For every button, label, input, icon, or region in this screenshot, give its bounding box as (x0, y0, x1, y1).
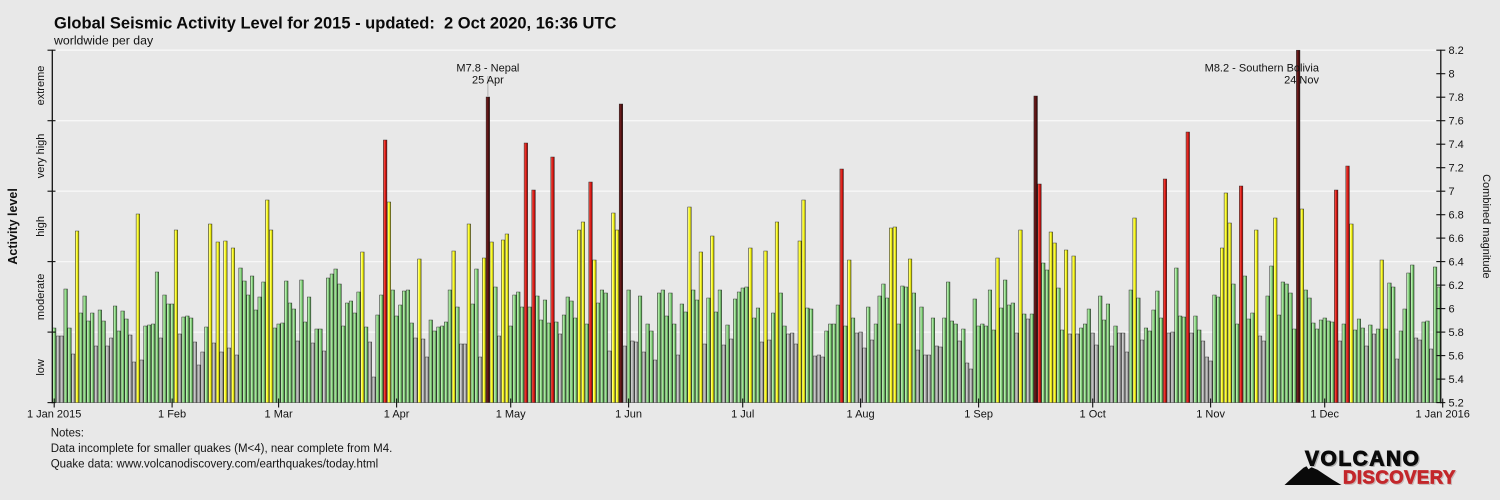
svg-text:1 Nov: 1 Nov (1196, 409, 1225, 421)
svg-text:VOLCANO: VOLCANO (1306, 449, 1422, 472)
svg-text:M7.8 - Nepal: M7.8 - Nepal (456, 63, 519, 75)
svg-text:Combined magnitude: Combined magnitude (1480, 174, 1492, 279)
svg-text:1 Jul: 1 Jul (731, 409, 754, 421)
svg-text:DISCOVERY: DISCOVERY (1343, 467, 1456, 488)
svg-text:Data incomplete for smaller qu: Data incomplete for smaller quakes (M<4)… (51, 443, 393, 455)
svg-text:very high: very high (35, 134, 47, 179)
svg-text:1 Dec: 1 Dec (1310, 409, 1339, 421)
svg-text:1 Jan 2016: 1 Jan 2016 (1415, 409, 1469, 421)
svg-text:VOLCANO: VOLCANO (1305, 448, 1421, 471)
svg-text:extreme: extreme (35, 66, 47, 106)
svg-text:7.6: 7.6 (1449, 116, 1464, 128)
svg-text:Quake data: www.volcanodiscove: Quake data: www.volcanodiscovery.com/ear… (51, 459, 379, 471)
svg-text:24 Nov: 24 Nov (1284, 75, 1319, 87)
svg-text:8: 8 (1449, 69, 1455, 81)
svg-text:1 Apr: 1 Apr (384, 409, 410, 421)
svg-text:1 Aug: 1 Aug (847, 409, 875, 421)
svg-text:7.2: 7.2 (1449, 163, 1464, 175)
svg-text:6.4: 6.4 (1449, 257, 1464, 269)
svg-text:7.4: 7.4 (1449, 139, 1464, 151)
svg-text:1 Oct: 1 Oct (1080, 409, 1106, 421)
svg-text:low: low (35, 359, 47, 376)
svg-text:1 Jun: 1 Jun (615, 409, 642, 421)
svg-text:DISCOVERY: DISCOVERY (1344, 468, 1457, 489)
svg-text:moderate: moderate (35, 274, 47, 320)
svg-text:1 Mar: 1 Mar (265, 409, 293, 421)
svg-text:high: high (35, 216, 47, 237)
svg-text:5.8: 5.8 (1449, 327, 1464, 339)
svg-text:5.6: 5.6 (1449, 351, 1464, 363)
svg-text:5.2: 5.2 (1449, 398, 1464, 410)
svg-text:1 Sep: 1 Sep (964, 409, 993, 421)
svg-text:6.6: 6.6 (1449, 233, 1464, 245)
svg-text:6.2: 6.2 (1449, 280, 1464, 292)
svg-text:25 Apr: 25 Apr (472, 75, 504, 87)
svg-text:Activity level: Activity level (6, 188, 20, 264)
svg-text:6: 6 (1449, 304, 1455, 316)
svg-text:M8.2 - Southern Bolivia: M8.2 - Southern Bolivia (1205, 63, 1320, 75)
svg-text:Global Seismic Activity Level: Global Seismic Activity Level for 2015 -… (54, 15, 617, 33)
svg-text:1 May: 1 May (496, 409, 526, 421)
svg-text:5.4: 5.4 (1449, 374, 1464, 386)
svg-text:Notes:: Notes: (51, 428, 84, 440)
svg-text:6.8: 6.8 (1449, 210, 1464, 222)
svg-text:1 Jan 2015: 1 Jan 2015 (27, 409, 81, 421)
svg-text:worldwide per day: worldwide per day (53, 34, 154, 48)
svg-text:8.2: 8.2 (1449, 45, 1464, 57)
svg-text:1 Feb: 1 Feb (158, 409, 186, 421)
svg-text:7.8: 7.8 (1449, 92, 1464, 104)
svg-text:7: 7 (1449, 186, 1455, 198)
